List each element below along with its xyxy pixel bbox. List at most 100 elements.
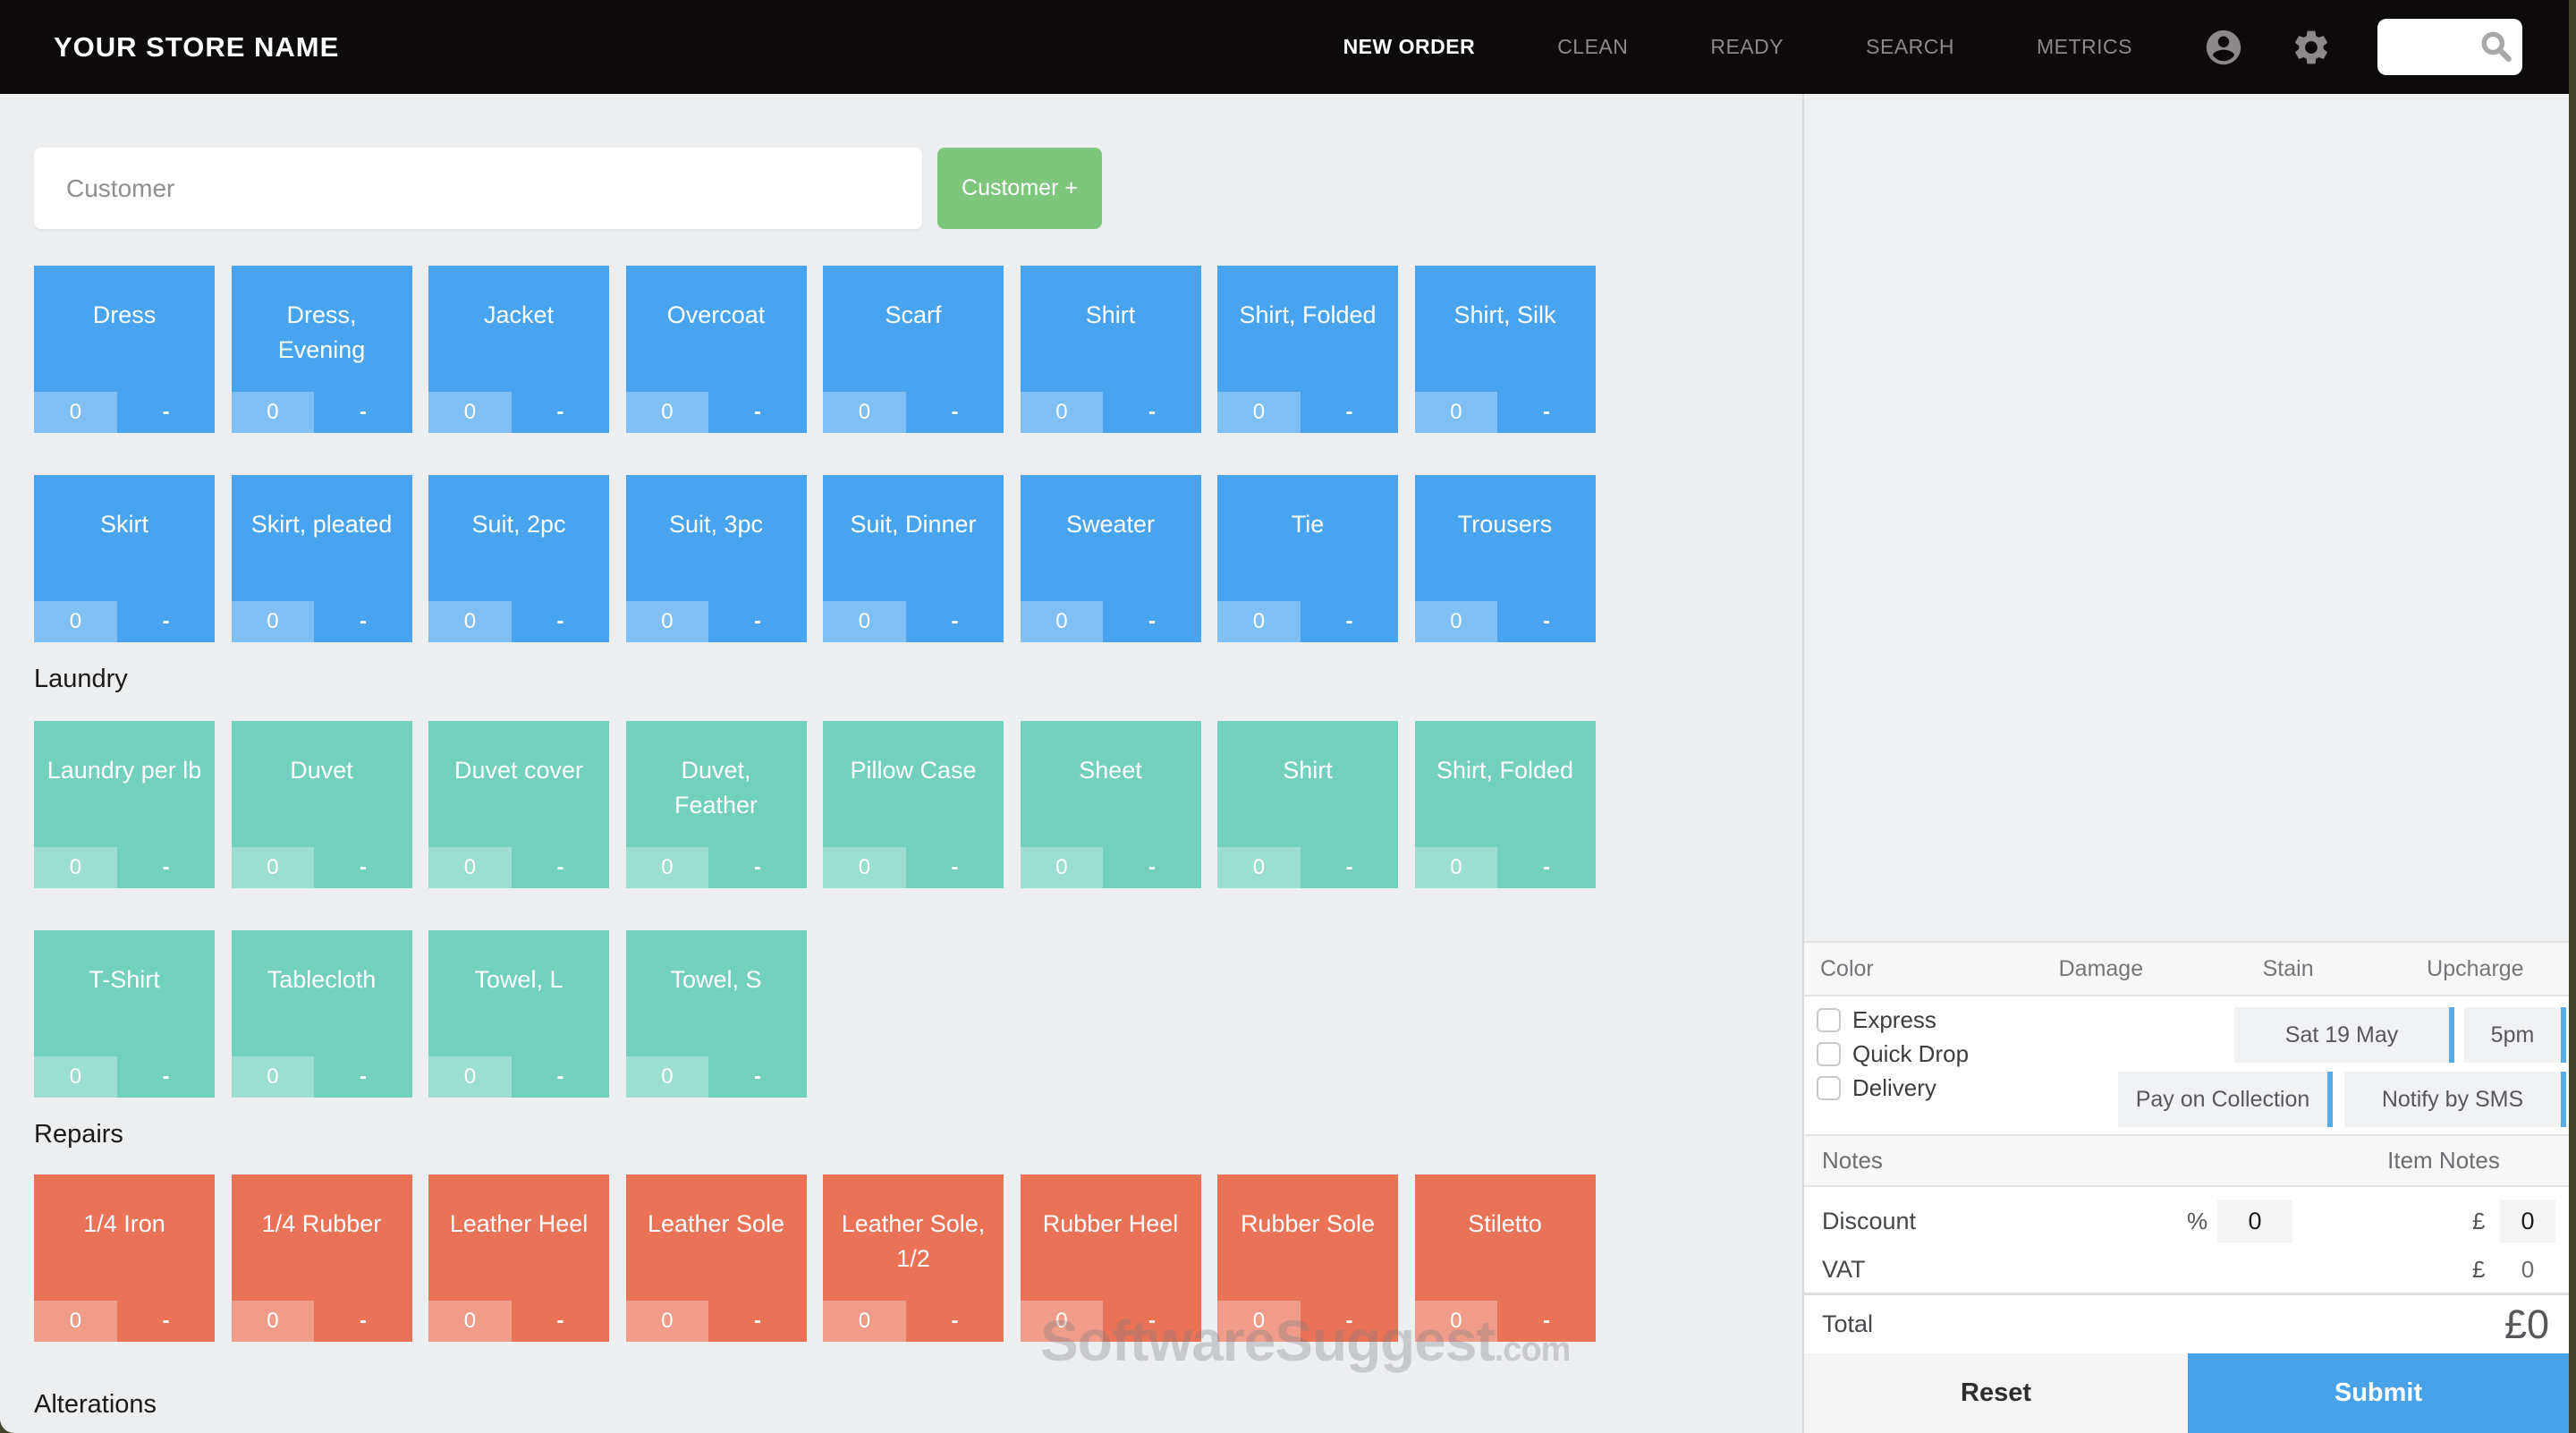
tile-laundry[interactable]: Duvet cover 0 - xyxy=(428,721,609,888)
tile-dryclean[interactable]: Shirt, Silk 0 - xyxy=(1414,266,1596,433)
tile-dryclean[interactable]: Tie 0 - xyxy=(1217,474,1398,642)
tile-repairs[interactable]: Leather Sole 0 - xyxy=(625,1174,807,1342)
tile-decrement-button[interactable]: - xyxy=(556,400,564,424)
tile-decrement-button[interactable]: - xyxy=(359,400,367,424)
collection-date-button[interactable]: Sat 19 May xyxy=(2234,1007,2454,1063)
pay-on-collection-button[interactable]: Pay on Collection xyxy=(2118,1072,2333,1127)
tile-decrement-button[interactable]: - xyxy=(1542,1309,1550,1333)
reset-button[interactable]: Reset xyxy=(1804,1353,2188,1433)
item-notes-button[interactable]: Item Notes xyxy=(2387,1147,2500,1174)
express-checkbox[interactable] xyxy=(1817,1007,1841,1032)
quick-drop-checkbox[interactable] xyxy=(1817,1041,1841,1066)
tile-decrement-button[interactable]: - xyxy=(359,1064,367,1089)
settings-button[interactable] xyxy=(2290,26,2333,69)
tile-decrement-button[interactable]: - xyxy=(951,1309,959,1333)
tile-decrement-button[interactable]: - xyxy=(162,1309,170,1333)
nav-metrics[interactable]: METRICS xyxy=(2037,35,2132,58)
tile-dryclean[interactable]: Suit, Dinner 0 - xyxy=(823,474,1004,642)
submit-button[interactable]: Submit xyxy=(2188,1353,2569,1433)
tile-decrement-button[interactable]: - xyxy=(1542,608,1550,633)
tile-dryclean[interactable]: Dress, Evening 0 - xyxy=(231,266,412,433)
delivery-option[interactable]: Delivery xyxy=(1817,1071,1969,1105)
tile-decrement-button[interactable]: - xyxy=(1345,608,1353,633)
tile-decrement-button[interactable]: - xyxy=(753,608,761,633)
tile-repairs[interactable]: 1/4 Rubber 0 - xyxy=(231,1174,412,1342)
tile-laundry[interactable]: Laundry per lb 0 - xyxy=(34,721,215,888)
delivery-checkbox[interactable] xyxy=(1817,1075,1841,1100)
tile-laundry[interactable]: Duvet 0 - xyxy=(231,721,412,888)
tile-decrement-button[interactable]: - xyxy=(1148,608,1156,633)
tile-decrement-button[interactable]: - xyxy=(359,1309,367,1333)
tile-laundry[interactable]: Tablecloth 0 - xyxy=(231,929,412,1098)
tile-decrement-button[interactable]: - xyxy=(1345,855,1353,879)
tab-color[interactable]: Color xyxy=(1820,955,1874,981)
tile-dryclean[interactable]: Sweater 0 - xyxy=(1020,474,1201,642)
tile-laundry[interactable]: Pillow Case 0 - xyxy=(823,721,1004,888)
tile-laundry[interactable]: Towel, S 0 - xyxy=(625,929,807,1098)
nav-clean[interactable]: CLEAN xyxy=(1557,35,1629,58)
tile-decrement-button[interactable]: - xyxy=(1345,400,1353,424)
tile-decrement-button[interactable]: - xyxy=(556,608,564,633)
tile-decrement-button[interactable]: - xyxy=(1148,855,1156,879)
tile-repairs[interactable]: Rubber Sole 0 - xyxy=(1217,1174,1398,1342)
tile-decrement-button[interactable]: - xyxy=(753,400,761,424)
tab-damage[interactable]: Damage xyxy=(2058,955,2144,981)
tile-decrement-button[interactable]: - xyxy=(951,608,959,633)
tile-repairs[interactable]: Rubber Heel 0 - xyxy=(1020,1174,1201,1342)
tile-laundry[interactable]: Towel, L 0 - xyxy=(428,929,609,1098)
tile-decrement-button[interactable]: - xyxy=(359,855,367,879)
tile-repairs[interactable]: Leather Heel 0 - xyxy=(428,1174,609,1342)
tile-dryclean[interactable]: Overcoat 0 - xyxy=(625,266,807,433)
search-icon[interactable] xyxy=(2476,28,2515,67)
nav-search[interactable]: SEARCH xyxy=(1866,35,1954,58)
express-option[interactable]: Express xyxy=(1817,1003,1969,1037)
tab-upcharge[interactable]: Upcharge xyxy=(2427,955,2524,981)
tile-dryclean[interactable]: Shirt 0 - xyxy=(1020,266,1201,433)
tile-decrement-button[interactable]: - xyxy=(1542,400,1550,424)
nav-ready[interactable]: READY xyxy=(1710,35,1784,58)
tile-decrement-button[interactable]: - xyxy=(1345,1309,1353,1333)
tile-decrement-button[interactable]: - xyxy=(556,855,564,879)
tile-repairs[interactable]: 1/4 Iron 0 - xyxy=(34,1174,215,1342)
tile-dryclean[interactable]: Shirt, Folded 0 - xyxy=(1217,266,1398,433)
tile-decrement-button[interactable]: - xyxy=(1148,400,1156,424)
tile-decrement-button[interactable]: - xyxy=(162,1064,170,1089)
tile-decrement-button[interactable]: - xyxy=(162,400,170,424)
notes-button[interactable]: Notes xyxy=(1822,1147,1883,1174)
discount-amount-input[interactable] xyxy=(2500,1200,2555,1242)
tile-decrement-button[interactable]: - xyxy=(1542,855,1550,879)
tile-decrement-button[interactable]: - xyxy=(162,855,170,879)
tile-dryclean[interactable]: Suit, 3pc 0 - xyxy=(625,474,807,642)
tile-decrement-button[interactable]: - xyxy=(1148,1309,1156,1333)
tile-decrement-button[interactable]: - xyxy=(753,1309,761,1333)
quick-drop-option[interactable]: Quick Drop xyxy=(1817,1037,1969,1071)
tile-dryclean[interactable]: Skirt 0 - xyxy=(34,474,215,642)
add-customer-button[interactable]: Customer + xyxy=(937,148,1102,229)
tile-dryclean[interactable]: Trousers 0 - xyxy=(1414,474,1596,642)
search-input[interactable] xyxy=(2377,19,2522,75)
tile-decrement-button[interactable]: - xyxy=(359,608,367,633)
tile-dryclean[interactable]: Scarf 0 - xyxy=(823,266,1004,433)
tile-repairs[interactable]: Stiletto 0 - xyxy=(1414,1174,1596,1342)
tile-laundry[interactable]: Sheet 0 - xyxy=(1020,721,1201,888)
tile-decrement-button[interactable]: - xyxy=(556,1309,564,1333)
notify-by-sms-button[interactable]: Notify by SMS xyxy=(2344,1072,2566,1127)
tile-decrement-button[interactable]: - xyxy=(951,400,959,424)
tile-decrement-button[interactable]: - xyxy=(951,855,959,879)
tile-decrement-button[interactable]: - xyxy=(753,1064,761,1089)
tile-laundry[interactable]: Shirt 0 - xyxy=(1217,721,1398,888)
customer-input[interactable] xyxy=(34,148,922,229)
collection-time-button[interactable]: 5pm xyxy=(2464,1007,2566,1063)
tile-decrement-button[interactable]: - xyxy=(753,855,761,879)
discount-percent-input[interactable] xyxy=(2217,1200,2292,1242)
nav-new-order[interactable]: NEW ORDER xyxy=(1343,35,1476,58)
tile-decrement-button[interactable]: - xyxy=(162,608,170,633)
tile-dryclean[interactable]: Jacket 0 - xyxy=(428,266,609,433)
tab-stain[interactable]: Stain xyxy=(2262,955,2314,981)
tile-repairs[interactable]: Leather Sole, 1/2 0 - xyxy=(823,1174,1004,1342)
tile-dryclean[interactable]: Skirt, pleated 0 - xyxy=(231,474,412,642)
tile-laundry[interactable]: Duvet, Feather 0 - xyxy=(625,721,807,888)
tile-laundry[interactable]: T-Shirt 0 - xyxy=(34,929,215,1098)
tile-laundry[interactable]: Shirt, Folded 0 - xyxy=(1414,721,1596,888)
tile-dryclean[interactable]: Suit, 2pc 0 - xyxy=(428,474,609,642)
